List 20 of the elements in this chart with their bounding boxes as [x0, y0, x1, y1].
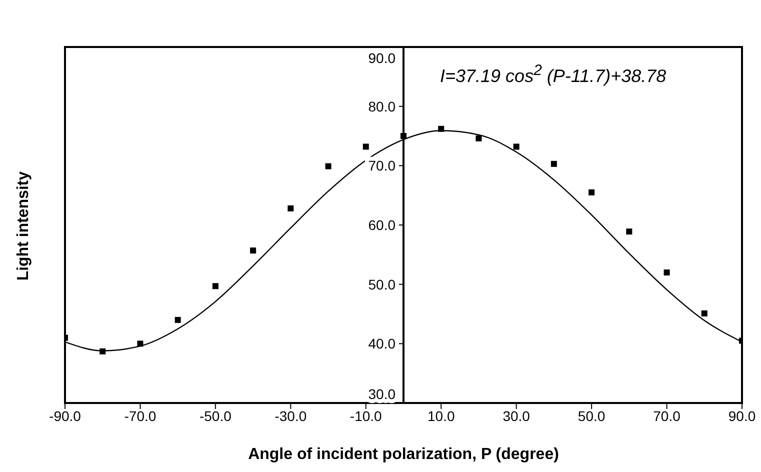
y-tick-label: 60.0: [368, 217, 396, 233]
x-tick-label: 50.0: [578, 408, 606, 424]
x-axis-title: Angle of incident polarization, P (degree): [248, 446, 559, 463]
y-axis-title: Light intensity: [15, 171, 33, 281]
y-tick-label: 50.0: [368, 276, 396, 292]
y-tick-label: 40.0: [368, 336, 396, 352]
x-tick-label: 90.0: [728, 408, 756, 424]
y-tick-label: 30.0: [368, 386, 396, 402]
x-tick-label: -70.0: [124, 408, 156, 424]
x-tick-label: -30.0: [274, 408, 307, 424]
y-tick-label: 70.0: [368, 158, 396, 174]
x-tick-label: 10.0: [427, 408, 455, 424]
x-tick-label: -50.0: [199, 408, 232, 424]
y-tick-label: 90.0: [368, 50, 396, 66]
x-tick-label: -90.0: [49, 408, 82, 424]
annotation: I=37.19 cos$^{2}$ (P-11.7)+38.78: [440, 62, 666, 87]
x-tick-label: 30.0: [502, 408, 530, 424]
x-tick-label: -10.0: [350, 408, 382, 424]
y-tick-label: 80.0: [368, 98, 396, 114]
x-tick-label: 70.0: [653, 408, 681, 424]
